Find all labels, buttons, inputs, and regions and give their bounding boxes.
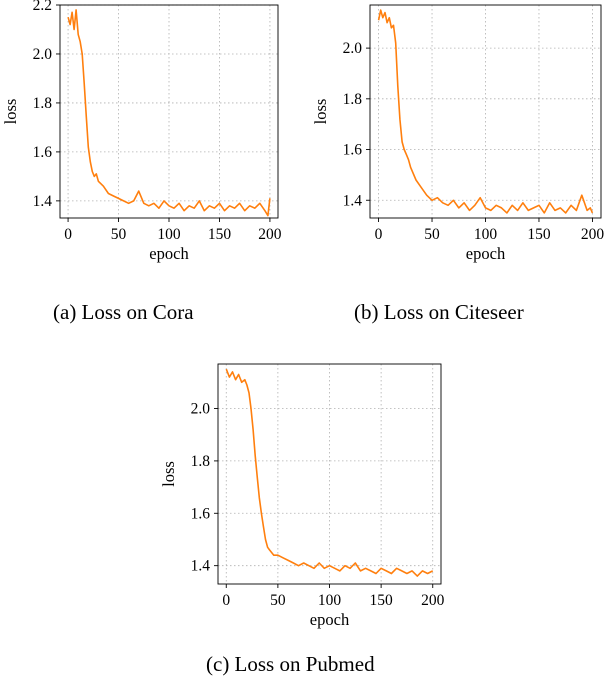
chart-caption-citeseer: (b) Loss on Citeseer — [354, 300, 524, 324]
chart-2-xtick-label-0: 0 — [222, 592, 230, 609]
chart-2-ytick-label-3: 2.0 — [191, 401, 211, 418]
chart-0-ytick-label-3: 2.0 — [33, 46, 53, 63]
chart-citeseer: 0 50 100 150 200 1.4 1.6 1.8 2.0 epoch loss — [311, 4, 605, 263]
chart-0-ylabel: loss — [1, 99, 20, 125]
chart-1-xlabel: epoch — [466, 244, 506, 263]
chart-1-xtick-label-1: 50 — [424, 226, 440, 243]
chart-caption-pubmed: (c) Loss on Pubmed — [206, 652, 375, 676]
chart-0-ytick-label-0: 1.4 — [33, 193, 53, 210]
chart-panel-cora: 0 50 100 150 200 1.4 1.6 1.8 2.0 2.2 epoch loss (a)… — [0, 0, 304, 335]
chart-1-xtick-label-0: 0 — [375, 226, 383, 243]
chart-2-xtick-label-3: 150 — [369, 592, 393, 609]
chart-2-ytick-label-0: 1.4 — [191, 558, 211, 575]
chart-0-xtick-label-0: 0 — [64, 226, 72, 243]
chart-1-ylabel: loss — [311, 99, 330, 125]
chart-2-xtick-label-2: 100 — [318, 592, 342, 609]
chart-1-ytick-label-0: 1.4 — [343, 192, 363, 209]
chart-1-xtick-label-2: 100 — [474, 226, 498, 243]
chart-panel-pubmed: 0 50 100 150 200 1.4 1.6 1.8 2.0 epoch loss (c) Lo… — [150, 352, 460, 682]
chart-2-ylabel: loss — [159, 461, 178, 487]
chart-cora: 0 50 100 150 200 1.4 1.6 1.8 2.0 2.2 epoch loss — [1, 0, 282, 263]
chart-0-xtick-label-4: 200 — [258, 226, 282, 243]
chart-1-ytick-label-2: 1.8 — [343, 91, 363, 108]
chart-1-xtick-label-3: 150 — [527, 226, 551, 243]
chart-2-ytick-label-1: 1.6 — [191, 505, 211, 522]
chart-panel-citeseer: 0 50 100 150 200 1.4 1.6 1.8 2.0 epoch loss (b) Lo… — [304, 0, 608, 335]
chart-2-xlabel: epoch — [310, 610, 350, 629]
chart-caption-cora: (a) Loss on Cora — [53, 300, 194, 324]
chart-2-series-line-0 — [225, 368, 434, 577]
chart-0-series-line-0 — [67, 9, 271, 217]
chart-0-xtick-label-3: 150 — [208, 226, 232, 243]
chart-1-series-line-0 — [377, 9, 594, 214]
chart-2-xtick-label-1: 50 — [270, 592, 286, 609]
chart-0-xlabel: epoch — [149, 244, 189, 263]
chart-0-xtick-label-2: 100 — [157, 226, 181, 243]
chart-0-ytick-label-4: 2.2 — [33, 0, 52, 14]
chart-0-ytick-label-1: 1.6 — [33, 144, 53, 161]
chart-2-xtick-label-4: 200 — [421, 592, 445, 609]
chart-1-ytick-label-1: 1.6 — [343, 142, 363, 159]
chart-2-ytick-label-2: 1.8 — [191, 453, 211, 470]
chart-1-xtick-label-4: 200 — [581, 226, 605, 243]
chart-pubmed: 0 50 100 150 200 1.4 1.6 1.8 2.0 epoch loss — [159, 363, 445, 629]
chart-1-ytick-label-3: 2.0 — [343, 40, 363, 57]
chart-0-xtick-label-1: 50 — [111, 226, 127, 243]
chart-0-ytick-label-2: 1.8 — [33, 95, 53, 112]
